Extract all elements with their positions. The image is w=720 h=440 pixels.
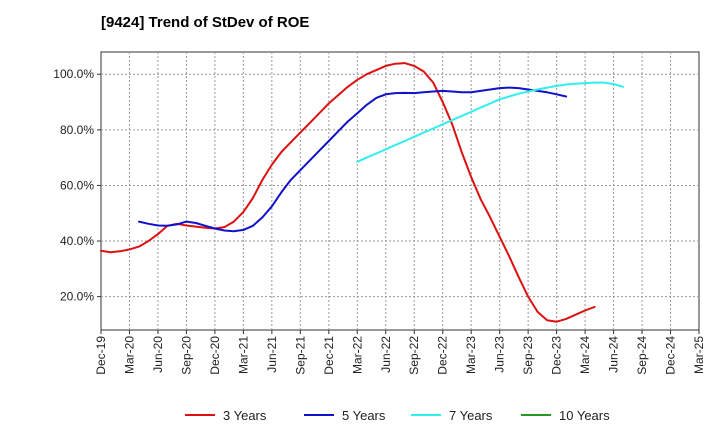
x-tick-label: Jun-24 — [607, 336, 621, 373]
x-tick-label: Sep-20 — [179, 336, 193, 375]
x-tick-label: Mar-23 — [464, 336, 478, 374]
x-tick-label: Sep-22 — [407, 336, 421, 375]
series-line-5-years — [138, 86, 568, 233]
y-tick-label: 60.0% — [60, 178, 94, 192]
x-tick-label: Mar-24 — [578, 336, 592, 374]
series-line-7-years — [356, 81, 625, 163]
x-tick-label: Jun-21 — [265, 336, 279, 373]
x-tick-label: Sep-23 — [521, 336, 535, 375]
y-tick-label: 20.0% — [60, 290, 94, 304]
x-tick-label: Jun-20 — [151, 336, 165, 373]
x-tick-label: Dec-19 — [94, 336, 108, 375]
x-tick-label: Dec-24 — [664, 336, 678, 375]
y-axis: 20.0% 40.0% 60.0% 80.0% 100.0% — [53, 67, 101, 304]
x-tick-label: Sep-21 — [293, 336, 307, 375]
x-tick-label: Mar-25 — [692, 336, 706, 374]
legend-label: 5 Years — [342, 408, 386, 423]
x-tick-label: Mar-20 — [122, 336, 136, 374]
x-tick-label: Dec-20 — [208, 336, 222, 375]
legend-label: 10 Years — [559, 408, 610, 423]
x-axis: Dec-19 Mar-20 Jun-20 Sep-20 Dec-20 Mar-21 Jun-… — [94, 330, 706, 375]
x-tick-label: Dec-21 — [322, 336, 336, 375]
y-tick-label: 40.0% — [60, 234, 94, 248]
x-tick-label: Mar-22 — [350, 336, 364, 374]
x-tick-label: Dec-22 — [436, 336, 450, 375]
legend-label: 3 Years — [223, 408, 267, 423]
plot-area — [100, 51, 700, 331]
series-lines — [100, 62, 625, 323]
y-tick-label: 80.0% — [60, 123, 94, 137]
chart-title: [9424] Trend of StDev of ROE — [101, 14, 309, 31]
legend-label: 7 Years — [449, 408, 493, 423]
x-tick-label: Jun-22 — [379, 336, 393, 373]
x-tick-label: Jun-23 — [493, 336, 507, 373]
y-tick-label: 100.0% — [53, 67, 94, 81]
x-tick-label: Mar-21 — [236, 336, 250, 374]
legend: 3 Years 5 Years 7 Years 10 Years — [185, 408, 610, 423]
series-line-3-years — [100, 62, 596, 323]
x-tick-label: Sep-24 — [635, 336, 649, 375]
x-tick-label: Dec-23 — [550, 336, 564, 375]
